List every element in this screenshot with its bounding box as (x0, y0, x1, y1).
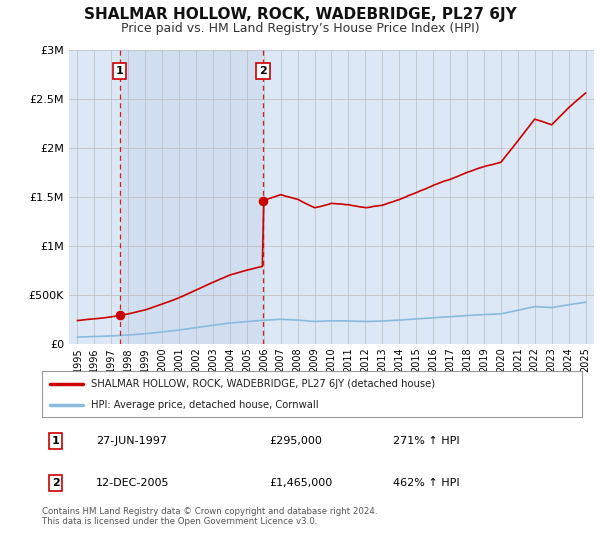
Text: HPI: Average price, detached house, Cornwall: HPI: Average price, detached house, Corn… (91, 400, 318, 410)
Text: 271% ↑ HPI: 271% ↑ HPI (393, 436, 460, 446)
Text: SHALMAR HOLLOW, ROCK, WADEBRIDGE, PL27 6JY: SHALMAR HOLLOW, ROCK, WADEBRIDGE, PL27 6… (83, 7, 517, 22)
Point (115, 311, 124, 320)
Text: 1: 1 (116, 66, 124, 76)
Text: £295,000: £295,000 (269, 436, 322, 446)
Text: 2: 2 (259, 66, 267, 76)
Point (258, 197, 268, 206)
Text: 12-DEC-2005: 12-DEC-2005 (96, 478, 170, 488)
Text: 462% ↑ HPI: 462% ↑ HPI (393, 478, 460, 488)
Text: SHALMAR HOLLOW, ROCK, WADEBRIDGE, PL27 6JY (detached house): SHALMAR HOLLOW, ROCK, WADEBRIDGE, PL27 6… (91, 379, 435, 389)
Text: Price paid vs. HM Land Registry’s House Price Index (HPI): Price paid vs. HM Land Registry’s House … (121, 22, 479, 35)
Text: Contains HM Land Registry data © Crown copyright and database right 2024.
This d: Contains HM Land Registry data © Crown c… (42, 507, 377, 526)
Text: 1: 1 (52, 436, 59, 446)
Text: 2: 2 (52, 478, 59, 488)
Bar (119, 50, 263, 344)
Text: £1,465,000: £1,465,000 (269, 478, 332, 488)
Text: 27-JUN-1997: 27-JUN-1997 (96, 436, 167, 446)
